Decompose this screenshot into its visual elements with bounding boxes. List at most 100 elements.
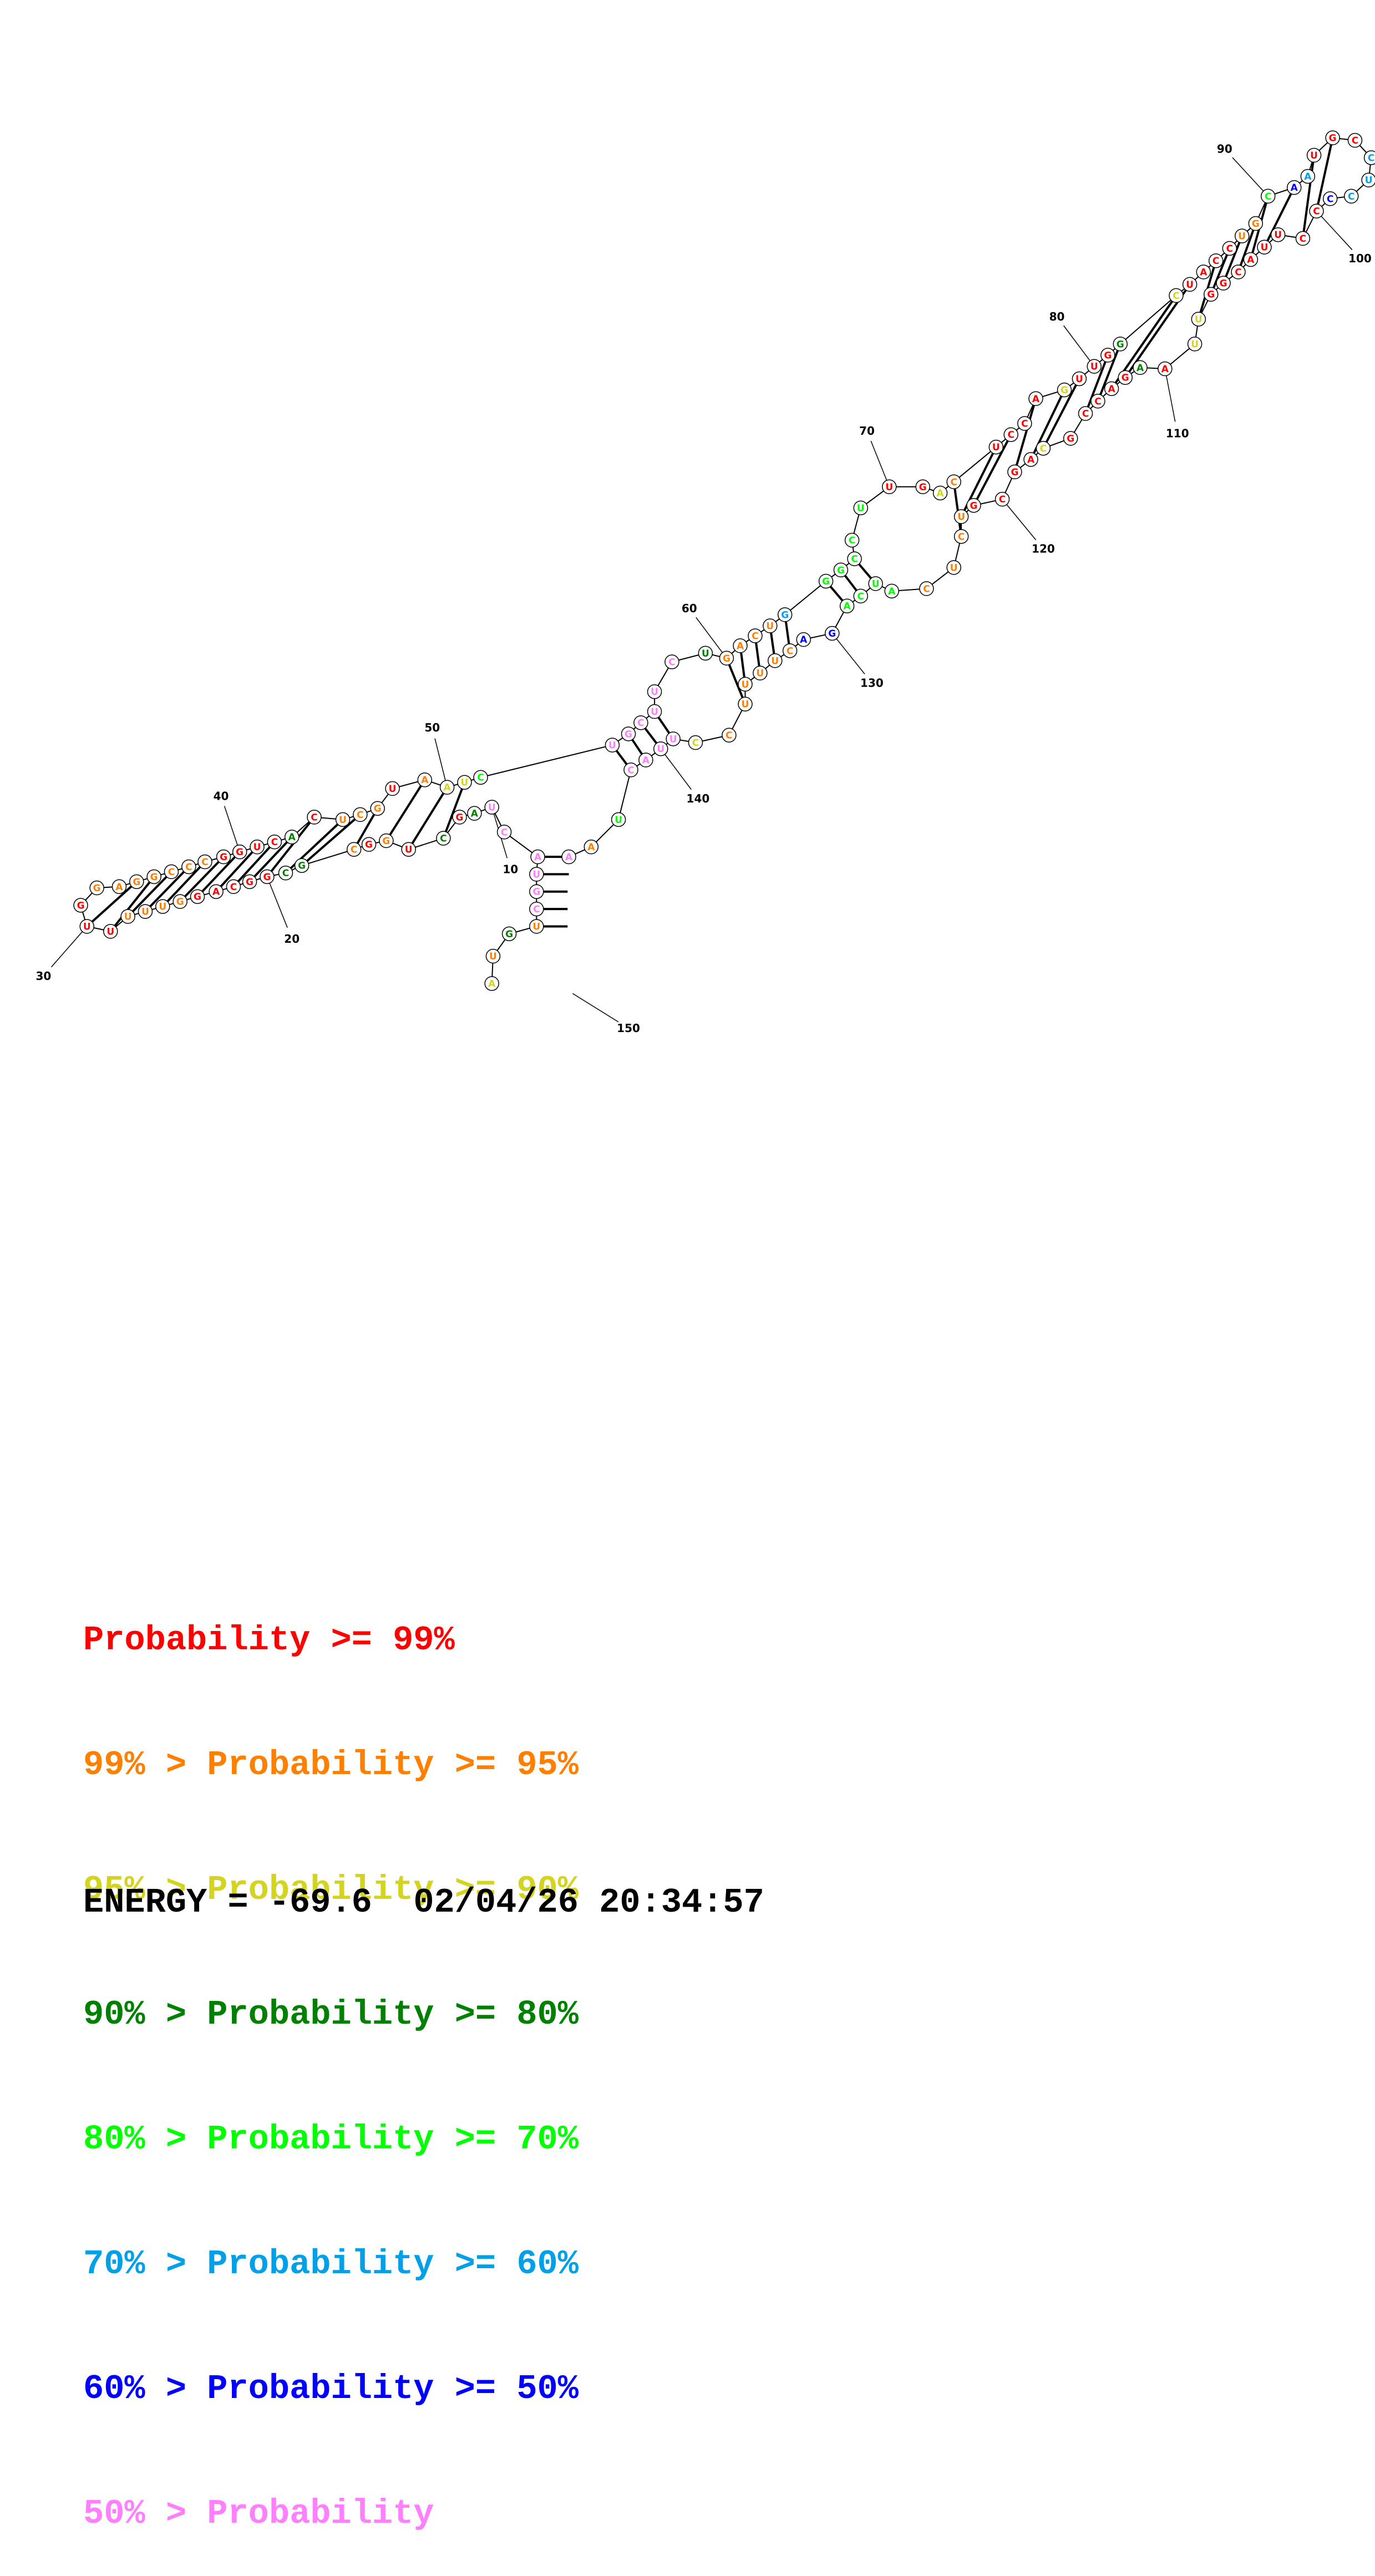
- nucleotide-letter: U: [669, 734, 677, 745]
- nucleotide-132: C: [782, 643, 798, 658]
- nucleotide-letter: A: [212, 887, 220, 898]
- nucleotide-circle: [1260, 189, 1276, 204]
- nucleotide-letter: C: [1173, 291, 1179, 302]
- nucleotide-letter: G: [837, 565, 845, 576]
- nucleotide-letter: C: [533, 904, 540, 915]
- nucleotide-circle: [748, 628, 763, 643]
- position-tick-line: [1316, 211, 1353, 250]
- nucleotide-circle: [768, 653, 783, 668]
- nucleotide-letter: U: [651, 687, 658, 698]
- nucleotide-circle: [209, 884, 224, 899]
- nucleotide-23: A: [209, 884, 224, 899]
- nucleotide-letter: A: [587, 842, 595, 853]
- nucleotide-letter: U: [253, 842, 261, 853]
- nucleotide-circle: [216, 849, 231, 865]
- energy-value: ENERGY = -69.6: [83, 1883, 372, 1922]
- position-ticks-layer: 10 20 30 40 50 60 70 80 90 100 110 120 130 140 150: [35, 143, 1371, 1035]
- nucleotide-120: C: [995, 491, 1010, 507]
- nucleotide-circle: [164, 864, 179, 880]
- position-label-20: 20: [284, 932, 300, 946]
- nucleotide-letter: C: [1212, 256, 1219, 267]
- nucleotide-91: A: [1286, 180, 1302, 195]
- nucleotide-letter: G: [150, 872, 158, 883]
- nucleotide-84: U: [1182, 277, 1198, 292]
- nucleotide-letter: U: [872, 578, 880, 590]
- nucleotide-circle: [738, 677, 753, 692]
- legend-label: Probability >= 95%: [207, 1745, 579, 1785]
- nucleotide-circle: [623, 763, 638, 778]
- nucleotide-circle: [647, 684, 662, 699]
- nucleotide-circle: [250, 839, 265, 855]
- nucleotide-51: U: [457, 775, 472, 790]
- nucleotide-letter: U: [756, 668, 764, 679]
- nucleotide-circle: [1063, 431, 1078, 446]
- nucleotide-108: U: [1191, 312, 1206, 327]
- position-label-100: 100: [1348, 252, 1372, 265]
- nucleotide-circle: [1208, 253, 1224, 268]
- nucleotide-circle: [226, 879, 241, 895]
- nucleotide-81: G: [1100, 348, 1115, 363]
- nucleotide-circle: [1023, 452, 1038, 467]
- nucleotide-letter: C: [351, 845, 357, 856]
- nucleotide-49: A: [417, 772, 433, 787]
- base-pair-bond: [442, 781, 466, 839]
- nucleotide-letter: C: [849, 535, 855, 546]
- nucleotide-74: U: [988, 439, 1004, 455]
- base-pair-bond: [1263, 187, 1296, 248]
- nucleotide-letter: C: [1082, 409, 1089, 420]
- nucleotide-97: U: [1361, 172, 1375, 187]
- nucleotide-9: C: [496, 825, 512, 840]
- nucleotide-circle: [529, 901, 544, 917]
- nucleotide-circle: [1017, 416, 1032, 431]
- nucleotide-circle: [988, 439, 1004, 455]
- nucleotide-letter: U: [1191, 339, 1199, 350]
- nucleotide-circle: [496, 825, 512, 840]
- nucleotide-30: U: [79, 919, 94, 934]
- nucleotide-66: G: [833, 562, 849, 578]
- nucleotide-letter: G: [1067, 433, 1074, 444]
- legend-prefix: 80% >: [83, 2120, 207, 2159]
- nucleotide-letter: A: [737, 641, 744, 652]
- nucleotide-circle: [1300, 169, 1316, 184]
- nucleotide-letter: G: [456, 812, 464, 823]
- base-pair-bond: [972, 434, 1012, 506]
- nucleotide-letter: U: [771, 656, 779, 667]
- nucleotide-118: A: [1023, 452, 1038, 467]
- nucleotide-circle: [370, 801, 385, 816]
- nucleotide-circle: [278, 865, 293, 881]
- nucleotide-114: C: [1090, 394, 1105, 409]
- nucleotide-90: C: [1260, 189, 1276, 204]
- nucleotide-letter: U: [1365, 175, 1373, 186]
- legend-row-4: 80% > Probability >= 70%: [83, 2118, 579, 2160]
- nucleotide-letter: C: [999, 494, 1006, 505]
- nucleotide-circle: [111, 879, 127, 895]
- nucleotide-circle: [1087, 359, 1102, 374]
- nucleotide-circle: [953, 509, 969, 524]
- nucleotide-14: U: [401, 842, 416, 857]
- nucleotide-134: U: [753, 665, 768, 680]
- nucleotide-circle: [966, 498, 981, 513]
- base-pair-bond: [301, 814, 361, 867]
- nucleotide-circle: [260, 869, 275, 885]
- base-pair-bond: [1237, 223, 1257, 273]
- nucleotide-27: U: [138, 904, 153, 919]
- base-pair-bond: [144, 866, 190, 912]
- nucleotide-126: A: [884, 583, 899, 599]
- nucleotide-circle: [946, 474, 961, 490]
- position-label-90: 90: [1217, 143, 1232, 156]
- nucleotide-letter: A: [421, 775, 429, 786]
- legend-prefix: 99% >: [83, 1745, 207, 1785]
- nucleotide-78: G: [1057, 382, 1072, 398]
- nucleotide-circle: [1306, 148, 1322, 163]
- nucleotide-letter: U: [950, 562, 958, 573]
- nucleotide-65: G: [818, 573, 834, 589]
- nucleotide-letter: G: [822, 576, 830, 587]
- base-pair-bond: [353, 807, 379, 850]
- nucleotide-115: C: [1078, 406, 1093, 421]
- base-pair-bond: [232, 841, 276, 888]
- nucleotide-125: C: [919, 581, 934, 596]
- nucleotide-circle: [138, 904, 153, 919]
- nucleotide-letter: C: [357, 810, 363, 821]
- nucleotide-letter: G: [1011, 467, 1018, 478]
- base-pair-bond: [285, 819, 344, 874]
